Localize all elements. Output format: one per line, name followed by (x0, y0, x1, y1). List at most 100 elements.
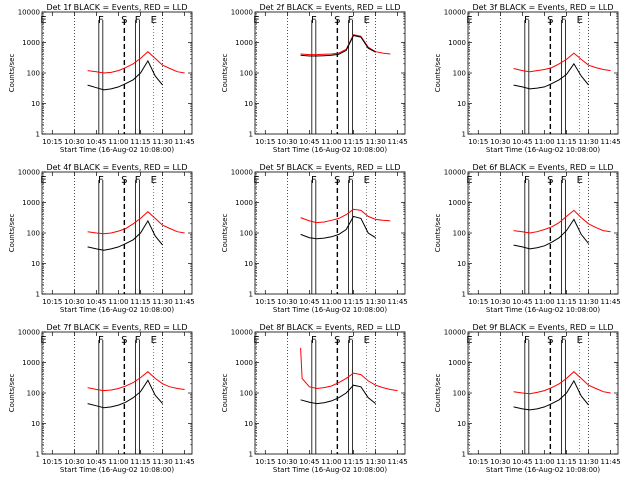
flag-label: F (561, 175, 567, 186)
series-line-events (300, 215, 376, 240)
y-tick-label: 100 (27, 70, 40, 78)
x-tick-label: 10:45 (299, 138, 319, 146)
y-tick-label: 10000 (18, 329, 40, 337)
chart-panel-8: Det 8f BLACK = Events, RED = LLD 1 10 100 10… (221, 323, 408, 474)
x-axis-label: Start Time (16-Aug-02 10:08:00) (273, 306, 387, 314)
x-axis-label: Start Time (16-Aug-02 10:08:00) (60, 466, 174, 474)
flag-label: E (466, 335, 472, 346)
y-axis-label: Counts/sec (8, 374, 16, 413)
flag-label: E (253, 175, 259, 186)
flag-label: F (98, 175, 104, 186)
y-tick-label: 1000 (448, 199, 466, 207)
y-tick-label: 10 (457, 420, 466, 428)
y-tick-label: 1000 (22, 359, 40, 367)
x-tick-label: 10:45 (512, 458, 532, 466)
series-line-lld (300, 347, 398, 392)
flag-label: F (348, 335, 354, 346)
series-line-events (513, 379, 589, 411)
x-tick-label: 10:15 (468, 138, 488, 146)
flag-label: E (151, 335, 157, 346)
y-tick-label: 1000 (448, 39, 466, 47)
plot-frame (467, 331, 619, 455)
flag-label: E (466, 175, 472, 186)
chart-title: Det 3f BLACK = Events, RED = LLD (472, 3, 613, 12)
x-tick-label: 11:15 (556, 138, 576, 146)
y-tick-label: 1000 (22, 199, 40, 207)
series-line-lld (87, 51, 185, 74)
flag-label: F (348, 15, 354, 26)
y-tick-label: 1000 (235, 199, 253, 207)
flag-label: F (348, 175, 354, 186)
flag-label: S (121, 335, 127, 346)
x-tick-label: 11:45 (388, 138, 408, 146)
y-axis-label: Counts/sec (221, 214, 229, 253)
y-axis-label: Counts/sec (8, 214, 16, 253)
y-tick-label: 10 (244, 420, 253, 428)
x-axis-label: Start Time (16-Aug-02 10:08:00) (486, 306, 600, 314)
flag-label: E (577, 15, 583, 26)
y-tick-label: 10 (457, 100, 466, 108)
y-tick-label: 1 (249, 451, 253, 459)
x-tick-label: 11:00 (108, 458, 128, 466)
x-tick-label: 11:00 (534, 458, 554, 466)
x-tick-label: 11:00 (108, 138, 128, 146)
x-axis-label: Start Time (16-Aug-02 10:08:00) (60, 146, 174, 154)
x-tick-label: 10:30 (277, 458, 297, 466)
y-tick-label: 100 (453, 390, 466, 398)
x-tick-label: 10:45 (299, 458, 319, 466)
x-tick-label: 11:45 (388, 298, 408, 306)
x-tick-label: 11:45 (175, 458, 195, 466)
y-axis-label: Counts/sec (434, 214, 442, 253)
chart-panel-1: Det 1f BLACK = Events, RED = LLD 1 10 100 10… (8, 3, 195, 154)
x-tick-label: 11:00 (534, 298, 554, 306)
y-tick-label: 100 (27, 230, 40, 238)
x-tick-label: 11:30 (578, 458, 598, 466)
chart-title: Det 6f BLACK = Events, RED = LLD (472, 163, 613, 172)
x-tick-label: 11:15 (130, 458, 150, 466)
flag-label: E (151, 15, 157, 26)
x-tick-label: 11:15 (556, 458, 576, 466)
y-tick-label: 100 (240, 230, 253, 238)
y-tick-label: 1 (462, 131, 466, 139)
y-tick-label: 1000 (22, 39, 40, 47)
x-tick-label: 11:45 (388, 458, 408, 466)
y-tick-label: 10000 (18, 9, 40, 17)
y-tick-label: 10000 (444, 9, 466, 17)
plot-frame (467, 11, 619, 135)
flag-label: S (547, 335, 553, 346)
y-axis-label: Counts/sec (221, 54, 229, 93)
x-tick-label: 10:15 (42, 298, 62, 306)
x-tick-label: 11:30 (578, 298, 598, 306)
x-axis-label: Start Time (16-Aug-02 10:08:00) (486, 466, 600, 474)
x-tick-label: 11:15 (343, 138, 363, 146)
flag-label: S (334, 335, 340, 346)
flag-label: S (334, 175, 340, 186)
x-tick-label: 11:30 (365, 298, 385, 306)
flag-label: F (98, 335, 104, 346)
flag-label: E (253, 335, 259, 346)
flag-label: F (561, 335, 567, 346)
x-tick-label: 10:30 (490, 458, 510, 466)
x-tick-label: 10:15 (468, 458, 488, 466)
flag-label: E (40, 15, 46, 26)
x-tick-label: 10:30 (277, 298, 297, 306)
plot-frame (254, 171, 406, 295)
x-tick-label: 11:45 (175, 298, 195, 306)
series-line-events (87, 379, 163, 409)
x-tick-label: 10:45 (86, 298, 106, 306)
x-tick-label: 10:45 (512, 298, 532, 306)
plot-frame (254, 331, 406, 455)
x-tick-label: 11:45 (601, 458, 621, 466)
x-tick-label: 10:45 (86, 458, 106, 466)
y-tick-label: 100 (453, 70, 466, 78)
x-tick-label: 11:30 (152, 458, 172, 466)
x-tick-label: 11:15 (130, 138, 150, 146)
x-tick-label: 11:45 (601, 298, 621, 306)
x-tick-label: 11:00 (534, 138, 554, 146)
flag-label: F (311, 175, 317, 186)
y-tick-label: 100 (27, 390, 40, 398)
flag-label: E (364, 335, 370, 346)
y-tick-label: 1 (36, 131, 40, 139)
flag-label: E (577, 175, 583, 186)
